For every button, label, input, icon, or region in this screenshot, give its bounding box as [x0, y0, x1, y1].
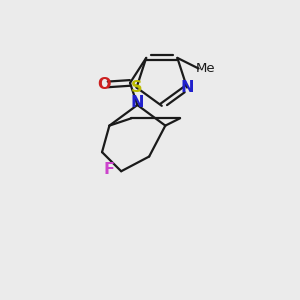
Text: N: N [130, 95, 144, 110]
Text: F: F [103, 162, 114, 177]
Text: O: O [98, 77, 111, 92]
Text: S: S [131, 80, 142, 95]
Text: Me: Me [196, 62, 216, 75]
Text: N: N [180, 80, 194, 95]
